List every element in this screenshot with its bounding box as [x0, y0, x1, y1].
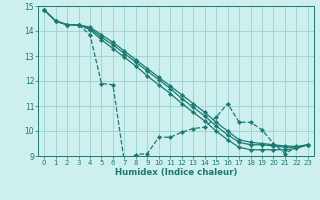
X-axis label: Humidex (Indice chaleur): Humidex (Indice chaleur): [115, 168, 237, 177]
